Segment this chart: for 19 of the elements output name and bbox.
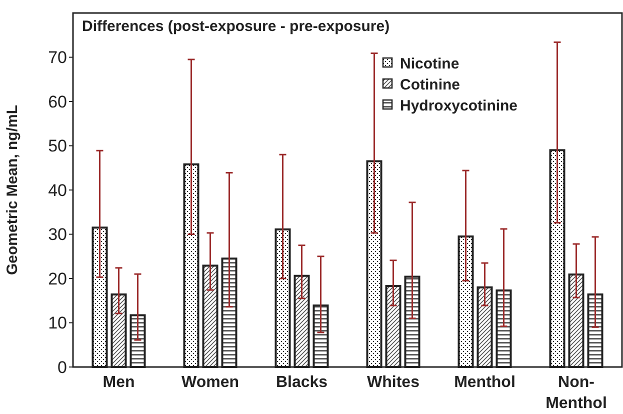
chart-title: Differences (post-exposure - pre-exposure)	[82, 18, 390, 35]
y-tick-label: 20	[48, 269, 67, 288]
y-tick-label: 0	[58, 358, 67, 377]
x-tick-label: Women	[182, 374, 239, 391]
y-tick-label: 40	[48, 180, 67, 200]
legend-label: Nicotine	[400, 55, 460, 72]
y-tick-label: 10	[48, 314, 67, 333]
x-tick-label: Whites	[367, 374, 420, 391]
y-tick-label: 30	[48, 225, 67, 244]
y-tick-label: 60	[48, 92, 67, 112]
x-tick-label: Menthol	[454, 374, 516, 391]
legend-label: Hydroxycotinine	[400, 97, 518, 114]
x-tick-label: Men	[102, 374, 135, 391]
y-axis-title: Geometric Mean, ng/mL	[4, 104, 21, 276]
y-tick-label: 50	[48, 136, 67, 156]
legend-label: Cotinine	[400, 76, 460, 94]
x-tick-label: Blacks	[276, 374, 328, 391]
x-tick-label: Non-Menthol	[546, 374, 607, 412]
y-tick-label: 70	[48, 48, 67, 68]
